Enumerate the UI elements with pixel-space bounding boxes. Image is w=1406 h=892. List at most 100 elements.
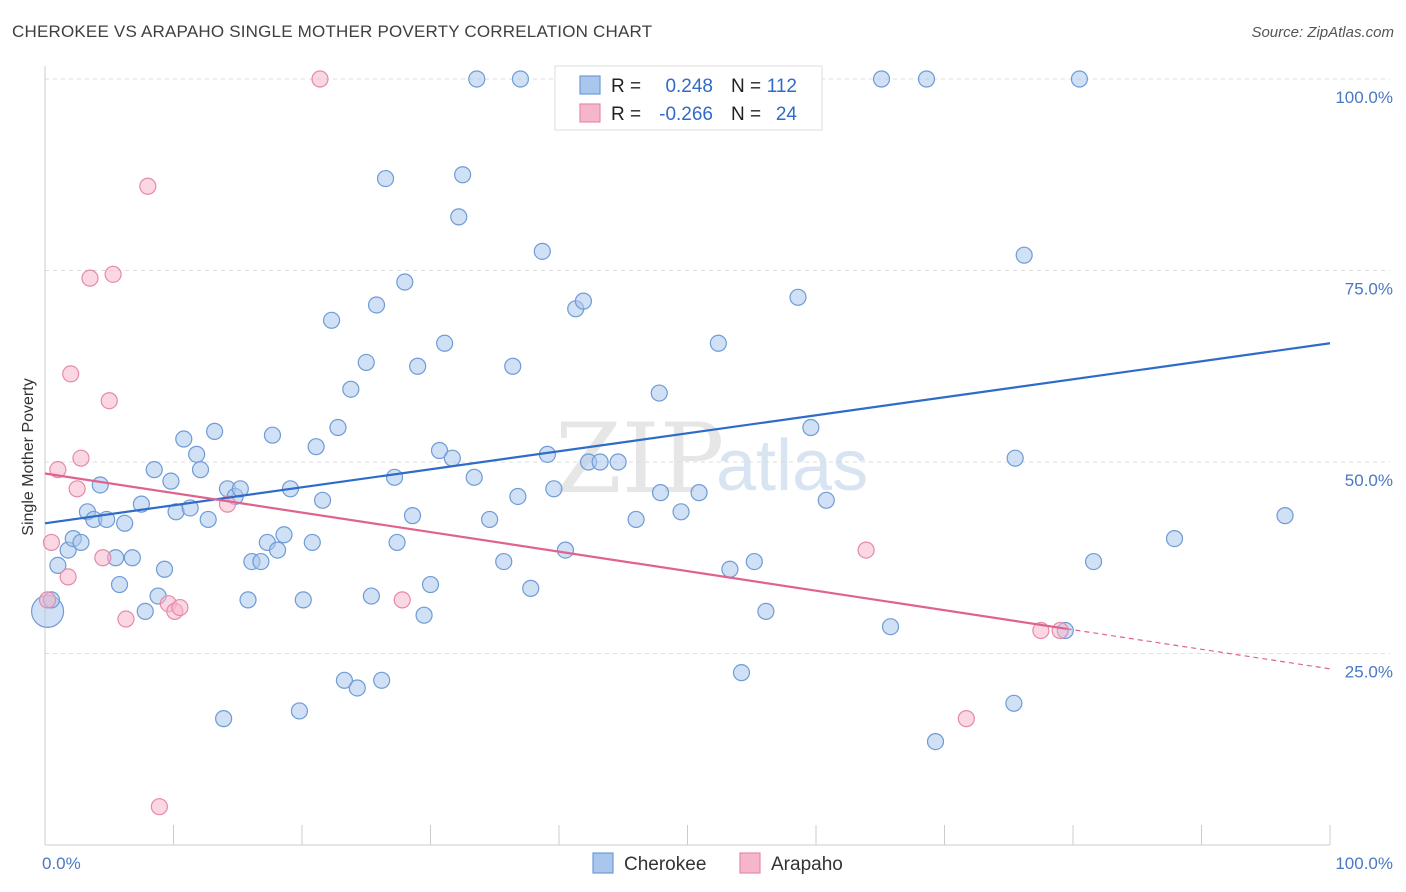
legend: R = 0.248 N = 112 R = -0.266 N = 24 xyxy=(554,65,823,131)
point-cherokee-13 xyxy=(123,549,141,567)
point-arapaho-18 xyxy=(311,70,329,88)
point-cherokee-55 xyxy=(388,533,406,552)
point-cherokee-51 xyxy=(367,296,386,314)
point-cherokee-21 xyxy=(175,430,193,448)
point-cherokee-65 xyxy=(454,166,472,184)
point-cherokee-16 xyxy=(145,461,163,479)
point-arapaho-23 xyxy=(1051,621,1069,640)
point-arapaho-2 xyxy=(49,461,67,479)
trend-lines xyxy=(44,342,1331,670)
point-cherokee-82 xyxy=(609,453,627,471)
trend-line-arapaho-extension xyxy=(1066,628,1331,670)
point-cherokee-50 xyxy=(362,587,380,605)
point-cherokee-79 xyxy=(574,292,593,310)
point-cherokee-23 xyxy=(188,445,206,463)
point-arapaho-13 xyxy=(150,798,168,816)
point-cherokee-67 xyxy=(468,70,486,88)
point-cherokee-91 xyxy=(745,552,763,571)
point-arapaho-11 xyxy=(117,610,135,628)
legend-r-label-cherokee: R = xyxy=(611,76,641,97)
trend-line-arapaho xyxy=(44,472,1067,630)
point-cherokee-33 xyxy=(252,552,270,571)
legend-n-value-arapaho: 24 xyxy=(776,104,798,125)
legend-r-value-cherokee: 0.248 xyxy=(665,76,713,97)
point-cherokee-72 xyxy=(511,70,530,88)
point-cherokee-48 xyxy=(348,679,366,697)
y-tick-label-3: 100.0% xyxy=(1335,88,1393,107)
point-arapaho-19 xyxy=(393,591,411,609)
point-cherokee-106 xyxy=(1084,552,1103,571)
point-cherokee-49 xyxy=(357,353,375,372)
point-cherokee-98 xyxy=(881,618,900,636)
y-axis-label: Single Mother Poverty xyxy=(20,378,37,535)
x-tick-label-0: 0.0% xyxy=(42,854,81,873)
point-cherokee-27 xyxy=(215,710,233,728)
watermark-atlas: atlas xyxy=(716,426,868,506)
point-cherokee-73 xyxy=(522,579,540,597)
point-arapaho-7 xyxy=(81,269,99,287)
point-cherokee-63 xyxy=(443,449,461,467)
point-arapaho-12 xyxy=(139,177,157,195)
point-cherokee-108 xyxy=(1276,507,1294,525)
point-cherokee-105 xyxy=(1070,70,1089,88)
point-cherokee-59 xyxy=(415,606,433,624)
point-cherokee-54 xyxy=(385,468,404,486)
point-cherokee-57 xyxy=(403,507,422,525)
legend-r-label-arapaho: R = xyxy=(611,104,641,125)
point-cherokee-88 xyxy=(709,334,727,352)
point-cherokee-102 xyxy=(1006,449,1024,467)
point-cherokee-96 xyxy=(817,491,835,509)
point-cherokee-92 xyxy=(757,602,775,620)
point-cherokee-58 xyxy=(409,357,427,375)
point-cherokee-52 xyxy=(373,671,391,689)
legend-n-label-cherokee: N = xyxy=(731,76,761,97)
point-cherokee-2 xyxy=(49,556,67,575)
point-cherokee-62 xyxy=(436,334,454,352)
point-arapaho-10 xyxy=(104,265,122,283)
point-cherokee-44 xyxy=(322,311,341,329)
point-arapaho-9 xyxy=(100,392,118,410)
y-tick-label-1: 50.0% xyxy=(1345,471,1393,490)
bottom-legend-label-arapaho: Arapaho xyxy=(771,854,843,875)
bottom-legend: Cherokee Arapaho xyxy=(592,852,843,875)
point-cherokee-18 xyxy=(155,560,174,578)
point-cherokee-84 xyxy=(650,384,668,402)
point-cherokee-71 xyxy=(509,487,527,506)
y-tick-label-2: 75.0% xyxy=(1345,280,1393,299)
point-cherokee-99 xyxy=(917,70,936,88)
legend-swatch-cherokee xyxy=(579,75,601,95)
point-cherokee-69 xyxy=(495,552,513,571)
point-cherokee-36 xyxy=(268,541,287,559)
legend-swatch-arapaho xyxy=(579,103,601,123)
point-arapaho-6 xyxy=(72,449,90,467)
point-cherokee-12 xyxy=(116,514,134,532)
y-tick-label-0: 25.0% xyxy=(1345,663,1393,682)
point-arapaho-21 xyxy=(957,710,975,728)
point-cherokee-103 xyxy=(1015,246,1033,264)
point-cherokee-46 xyxy=(335,671,354,689)
point-cherokee-26 xyxy=(206,422,224,440)
point-cherokee-45 xyxy=(329,418,347,437)
point-cherokee-74 xyxy=(533,242,551,260)
point-arapaho-3 xyxy=(59,568,77,586)
point-cherokee-19 xyxy=(162,472,180,490)
bottom-legend-swatch-arapaho xyxy=(739,852,761,874)
point-arapaho-4 xyxy=(62,365,80,383)
point-cherokee-86 xyxy=(672,503,690,521)
axes: 25.0% 50.0% 75.0% 100.0% 0.0% 100.0% xyxy=(42,66,1393,873)
x-tick-label-1: 100.0% xyxy=(1335,854,1393,873)
point-cherokee-107 xyxy=(1165,529,1184,548)
point-cherokee-100 xyxy=(926,732,945,751)
point-cherokee-76 xyxy=(545,480,563,498)
point-cherokee-11 xyxy=(110,575,129,594)
point-cherokee-37 xyxy=(275,526,293,544)
point-cherokee-83 xyxy=(627,510,645,529)
point-cherokee-97 xyxy=(872,70,891,88)
point-cherokee-53 xyxy=(376,169,395,188)
point-cherokee-35 xyxy=(263,426,282,444)
point-cherokee-87 xyxy=(690,484,708,502)
point-arapaho-5 xyxy=(68,480,86,498)
point-cherokee-56 xyxy=(396,273,414,291)
point-cherokee-68 xyxy=(481,510,499,529)
